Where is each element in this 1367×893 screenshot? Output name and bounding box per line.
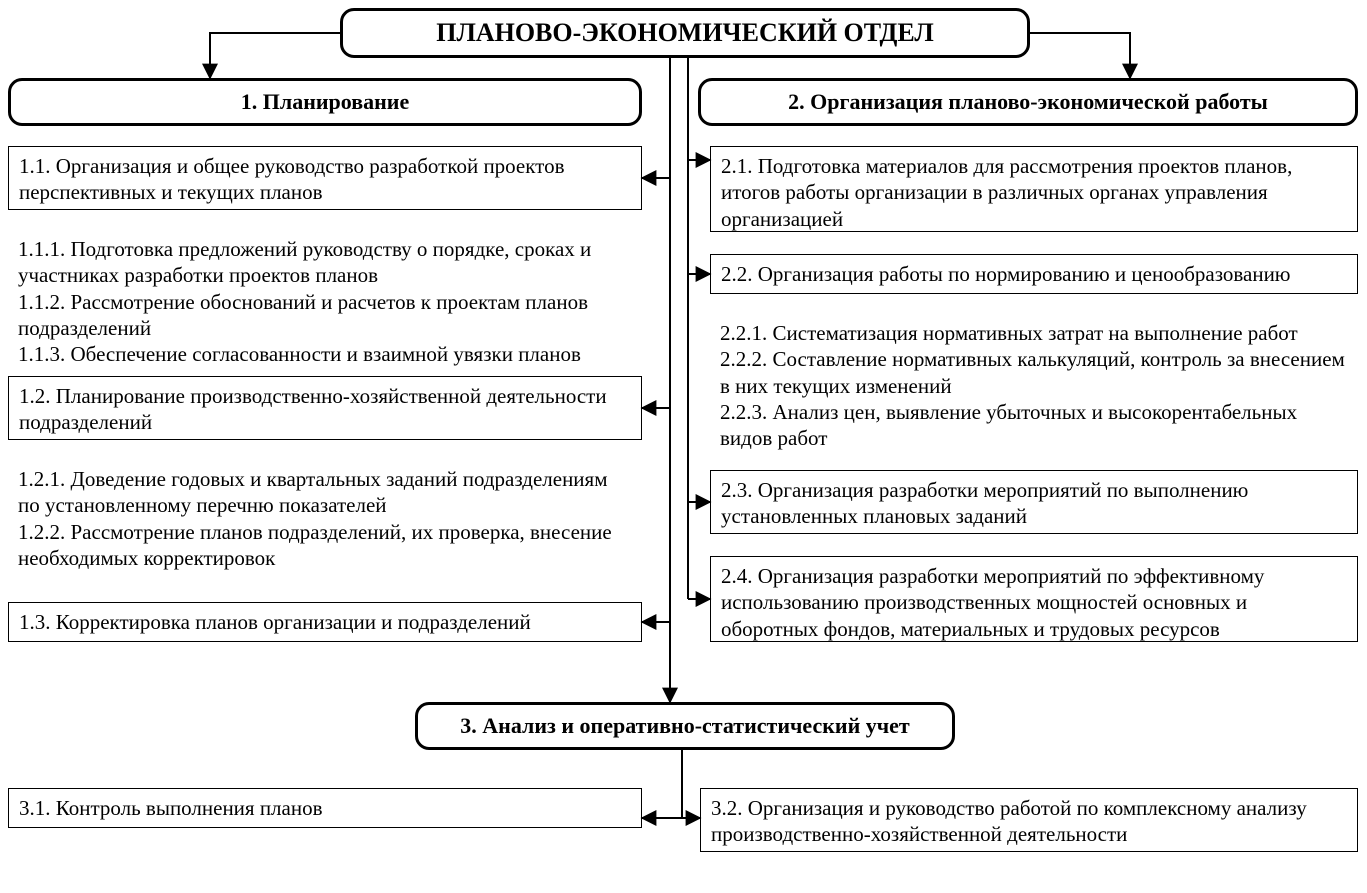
node-b31: 3.1. Контроль выполнения планов — [8, 788, 642, 828]
diagram-stage: ПЛАНОВО-ЭКОНОМИЧЕСКИЙ ОТДЕЛ 1. Планирова… — [0, 0, 1367, 893]
node-h3: 3. Анализ и оперативно-статистический уч… — [415, 702, 955, 750]
node-p221: 2.2.1. Систематизация нормативных затрат… — [710, 316, 1358, 455]
edge-root-h1 — [210, 33, 340, 78]
node-p121: 1.2.1. Доведение годовых и квартальных з… — [8, 462, 642, 575]
node-b13: 1.3. Корректировка планов организации и … — [8, 602, 642, 642]
node-b32: 3.2. Организация и руководство работой п… — [700, 788, 1358, 852]
node-b23: 2.3. Организация разработки мероприятий … — [710, 470, 1358, 534]
node-h2: 2. Организация планово-экономической раб… — [698, 78, 1358, 126]
node-b12: 1.2. Планирование производственно-хозяйс… — [8, 376, 642, 440]
node-b24: 2.4. Организация разработки мероприятий … — [710, 556, 1358, 642]
node-h1: 1. Планирование — [8, 78, 642, 126]
node-root: ПЛАНОВО-ЭКОНОМИЧЕСКИЙ ОТДЕЛ — [340, 8, 1030, 58]
edge-root-h2 — [1030, 33, 1130, 78]
node-b11: 1.1. Организация и общее руководство раз… — [8, 146, 642, 210]
node-b21: 2.1. Подготовка материалов для рассмотре… — [710, 146, 1358, 232]
node-b22: 2.2. Организация работы по нормированию … — [710, 254, 1358, 294]
node-p111: 1.1.1. Подготовка предложений руководств… — [8, 232, 642, 371]
